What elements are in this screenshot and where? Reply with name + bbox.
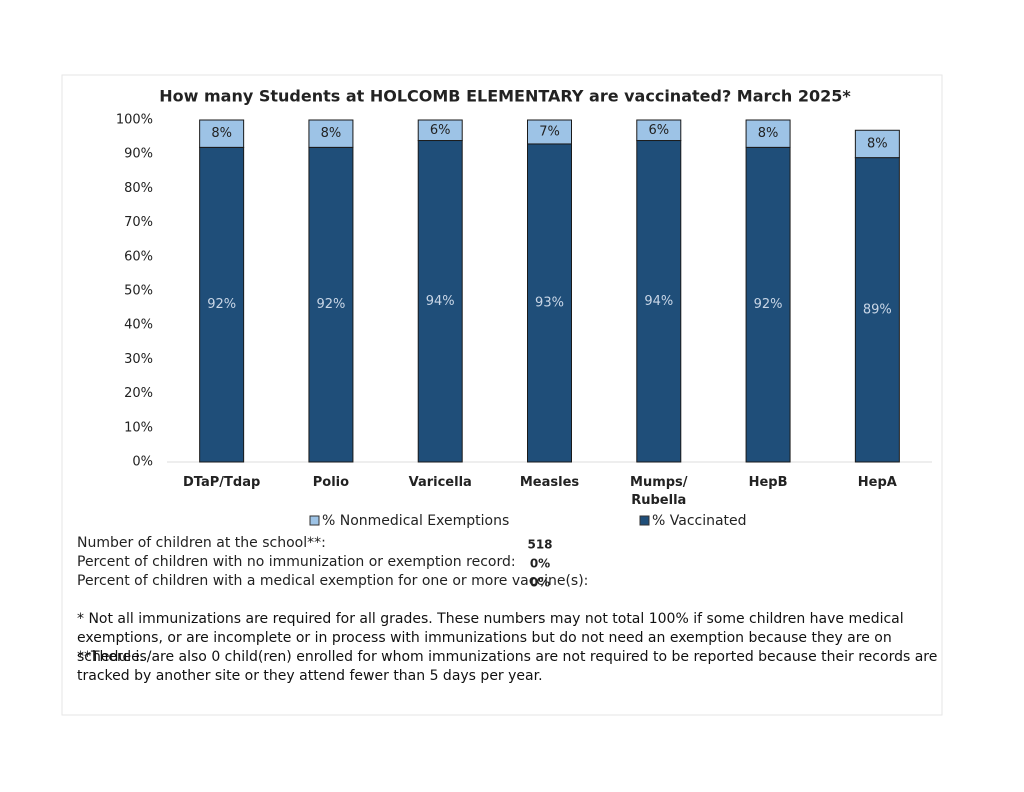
- value-label: 7%: [539, 124, 560, 139]
- stat-label: Percent of children with a medical exemp…: [77, 573, 588, 589]
- x-tick-label: DTaP/Tdap: [182, 475, 261, 490]
- stat-value: 0%: [530, 576, 550, 590]
- bar-segment: [745, 119, 791, 148]
- footnote: * Not all immunizations are required for…: [77, 611, 904, 665]
- bar-segment: [745, 146, 791, 463]
- stat-label: Percent of children with no immunization…: [77, 554, 516, 570]
- y-tick-label: 20%: [124, 386, 153, 401]
- x-tick-label: HepB: [748, 475, 788, 490]
- y-tick-label: 10%: [124, 420, 153, 435]
- legend-swatch: [639, 515, 650, 526]
- stat-value: 0%: [530, 557, 550, 571]
- value-label: 94%: [644, 294, 673, 309]
- stat-value: 518: [527, 538, 552, 552]
- bar-segment: [417, 119, 463, 142]
- value-label: 94%: [426, 294, 455, 309]
- chart-frame: [61, 74, 943, 716]
- y-tick-label: 80%: [124, 181, 153, 196]
- value-label: 6%: [430, 123, 451, 138]
- bar-segment: [527, 143, 572, 463]
- y-tick-label: 70%: [124, 215, 153, 230]
- value-label: 8%: [758, 126, 779, 141]
- y-tick-label: 30%: [124, 352, 153, 367]
- bar-segment: [199, 119, 245, 148]
- legend-swatch: [309, 515, 320, 526]
- value-label: 8%: [321, 126, 342, 141]
- legend-label: % Nonmedical Exemptions: [322, 513, 509, 529]
- x-tick-label: Polio: [312, 475, 350, 490]
- y-tick-label: 50%: [124, 284, 153, 299]
- footnote: **There is/are also 0 child(ren) enrolle…: [77, 649, 938, 684]
- x-tick-label: HepA: [857, 475, 897, 490]
- x-tick-label: Mumps/ Rubella: [630, 475, 688, 508]
- y-tick-label: 40%: [124, 318, 153, 333]
- y-tick-label: 90%: [124, 147, 153, 162]
- value-label: 8%: [211, 126, 232, 141]
- value-label: 93%: [535, 295, 564, 310]
- y-tick-label: 0%: [132, 455, 153, 470]
- value-label: 92%: [316, 297, 345, 312]
- chart-title: How many Students at HOLCOMB ELEMENTARY …: [159, 87, 851, 106]
- value-label: 8%: [867, 136, 888, 151]
- value-label: 6%: [648, 123, 669, 138]
- y-tick-label: 60%: [124, 249, 153, 264]
- y-tick-label: 100%: [116, 113, 153, 128]
- bar-segment: [308, 146, 354, 463]
- bar-segment: [854, 129, 900, 159]
- bar-segment: [636, 119, 682, 142]
- bar-segment: [527, 119, 572, 145]
- value-label: 89%: [863, 302, 892, 317]
- legend-label: % Vaccinated: [652, 513, 747, 529]
- bar-segment: [417, 140, 463, 463]
- x-tick-label: Varicella: [408, 475, 472, 490]
- stat-label: Number of children at the school**:: [77, 535, 326, 551]
- bar-segment: [308, 119, 354, 148]
- bar-segment: [854, 157, 900, 463]
- value-label: 92%: [754, 297, 783, 312]
- value-label: 92%: [207, 297, 236, 312]
- bar-segment: [636, 140, 682, 463]
- x-tick-label: Measles: [519, 475, 580, 490]
